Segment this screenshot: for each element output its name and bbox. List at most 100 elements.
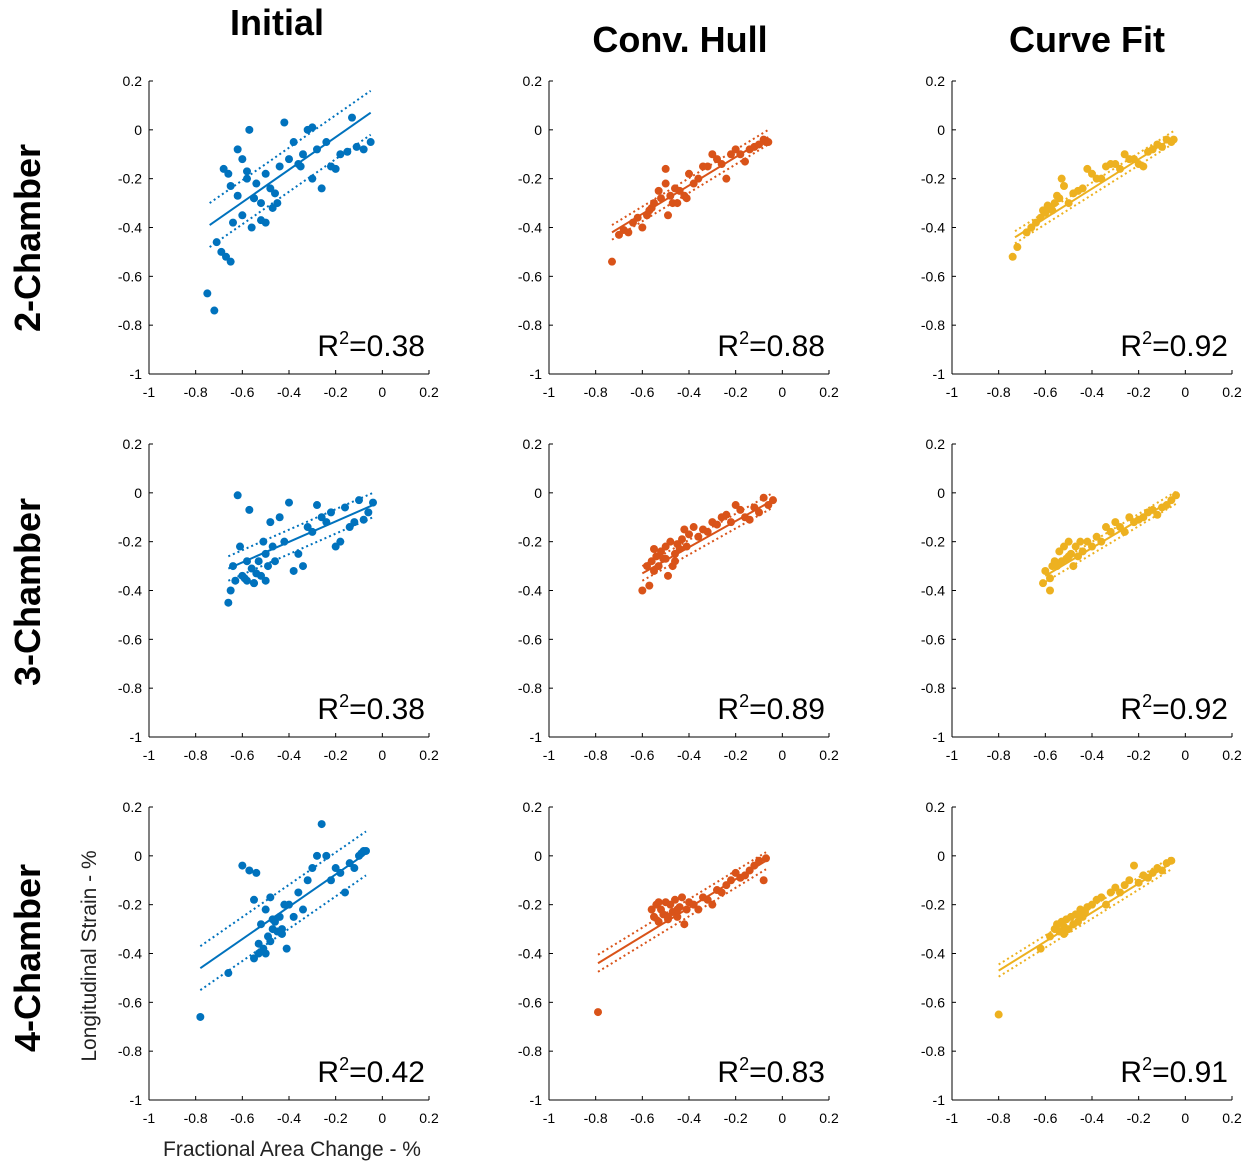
- data-point: [736, 150, 745, 159]
- x-tick-label: -1: [143, 384, 156, 400]
- y-tick-label: -0.8: [921, 1043, 945, 1059]
- x-tick-label: 0.2: [819, 384, 839, 400]
- y-tick-label: 0: [937, 122, 945, 138]
- data-point: [224, 169, 233, 178]
- panel-4-chamber-conv-hull: -1 -0.8 -0.6 -0.4 -0.2 0 0.2 -1 -0.8 -0.6 -0.4 -0.2…: [518, 799, 839, 1126]
- y-tick-label: -1: [130, 729, 143, 745]
- x-tick-label: -1: [143, 1110, 156, 1126]
- data-point: [661, 164, 670, 173]
- data-point: [671, 557, 679, 566]
- panel-3-chamber-curve-fit: -1 -0.8 -0.6 -0.4 -0.2 0 0.2 -1 -0.8 -0.6 -0.4 -0.2…: [921, 436, 1242, 763]
- data-point: [741, 157, 749, 166]
- data-point: [1106, 527, 1115, 536]
- y-tick-label: -0.6: [921, 268, 945, 284]
- x-tick-label: 0.2: [419, 1110, 439, 1126]
- data-point: [727, 876, 735, 885]
- data-point: [722, 510, 731, 519]
- data-point: [247, 223, 256, 232]
- data-point: [268, 915, 277, 924]
- data-point: [1097, 174, 1106, 183]
- x-tick-label: 0: [378, 747, 386, 763]
- data-point: [243, 174, 251, 183]
- data-point: [285, 900, 293, 909]
- data-point: [1078, 184, 1087, 193]
- r-squared-label: R2=0.92: [1120, 691, 1228, 726]
- data-point: [1076, 537, 1085, 546]
- data-point: [694, 174, 703, 183]
- data-point: [289, 912, 298, 921]
- y-tick-label: -0.2: [921, 534, 945, 550]
- y-tick-label: -0.8: [518, 317, 542, 333]
- y-tick-label: -0.4: [921, 946, 945, 962]
- data-point: [299, 150, 307, 159]
- data-point: [264, 562, 272, 571]
- lower-bound-line: [611, 143, 769, 241]
- data-point: [275, 912, 284, 921]
- x-tick-label: 0: [778, 384, 786, 400]
- data-point: [717, 888, 726, 897]
- data-point: [268, 203, 277, 212]
- x-tick-label: -1: [143, 747, 156, 763]
- upper-bound-line: [227, 491, 374, 558]
- x-tick-label: 0.2: [819, 747, 839, 763]
- x-tick-label: -0.6: [1033, 1110, 1057, 1126]
- r-squared-label: R2=0.83: [717, 1054, 825, 1089]
- y-tick-label: -0.2: [921, 897, 945, 913]
- data-point: [336, 150, 345, 159]
- y-tick-label: -1: [530, 1092, 543, 1108]
- data-point: [1069, 562, 1078, 571]
- data-point: [289, 566, 298, 575]
- data-point: [296, 162, 305, 171]
- data-point: [271, 557, 279, 566]
- data-point: [654, 562, 663, 571]
- data-point: [369, 498, 377, 507]
- x-tick-label: 0: [778, 747, 786, 763]
- data-point: [261, 949, 270, 958]
- x-tick-label: -0.6: [1033, 747, 1057, 763]
- y-tick-label: -0.6: [518, 631, 542, 647]
- y-tick-label: -0.8: [921, 680, 945, 696]
- data-point: [650, 199, 658, 208]
- x-tick-label: -0.2: [1127, 1110, 1151, 1126]
- data-point: [762, 854, 770, 863]
- x-tick-label: -0.8: [987, 1110, 1011, 1126]
- data-point: [666, 191, 675, 200]
- data-point: [1153, 510, 1162, 519]
- r-squared-label: R2=0.89: [717, 691, 825, 726]
- data-point: [1041, 566, 1050, 575]
- data-point: [233, 145, 242, 154]
- data-point: [308, 864, 317, 873]
- y-tick-label: -1: [530, 366, 543, 382]
- data-point: [261, 169, 270, 178]
- y-tick-label: -1: [933, 1092, 946, 1108]
- x-tick-label: -0.4: [277, 1110, 301, 1126]
- data-point: [1064, 199, 1073, 208]
- fit-line: [227, 504, 374, 570]
- data-point: [689, 523, 698, 532]
- y-tick-label: -1: [933, 366, 946, 382]
- x-tick-label: -0.8: [584, 747, 608, 763]
- data-point: [285, 498, 293, 507]
- data-point: [661, 179, 670, 188]
- data-point: [994, 1010, 1003, 1019]
- data-point: [650, 544, 658, 553]
- data-point: [196, 1012, 205, 1021]
- x-tick-label: -0.4: [677, 1110, 701, 1126]
- data-point: [308, 174, 317, 183]
- lower-bound-line: [597, 868, 767, 973]
- data-point: [254, 557, 263, 566]
- x-tick-label: -0.2: [724, 1110, 748, 1126]
- y-tick-label: -0.6: [118, 268, 142, 284]
- x-tick-label: -0.8: [584, 1110, 608, 1126]
- data-point: [343, 147, 352, 156]
- data-point: [722, 174, 731, 183]
- data-point: [685, 530, 693, 539]
- x-tick-label: -0.6: [230, 384, 254, 400]
- x-tick-label: -0.8: [987, 384, 1011, 400]
- data-point: [1172, 491, 1180, 500]
- y-tick-label: -0.2: [518, 897, 542, 913]
- data-point: [1055, 559, 1064, 568]
- x-tick-label: -0.8: [987, 747, 1011, 763]
- data-point: [266, 893, 275, 902]
- data-point: [1116, 164, 1124, 173]
